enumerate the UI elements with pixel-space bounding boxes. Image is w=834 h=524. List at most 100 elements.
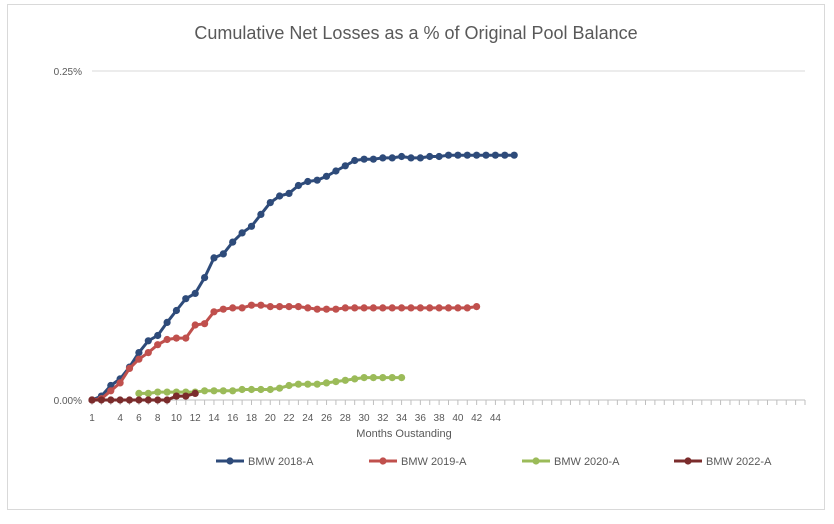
data-point	[163, 396, 171, 404]
data-point	[276, 384, 284, 392]
data-point	[247, 385, 256, 394]
legend-swatch-marker	[684, 457, 692, 465]
data-point	[229, 304, 237, 312]
data-point	[463, 304, 471, 312]
data-point	[107, 396, 115, 404]
x-tick-label: 26	[321, 413, 333, 424]
data-point	[266, 385, 274, 394]
data-point	[182, 334, 190, 342]
series-bmw-2019-a	[88, 301, 481, 404]
x-tick-label: 16	[227, 413, 239, 424]
chart-title: Cumulative Net Losses as a % of Original…	[194, 23, 637, 43]
data-point	[379, 304, 387, 312]
data-point	[191, 389, 199, 397]
data-point	[266, 199, 274, 207]
x-tick-label: 42	[471, 413, 483, 424]
data-point	[369, 304, 377, 312]
data-point	[313, 305, 321, 313]
legend-item: BMW 2018-A	[216, 456, 314, 468]
x-tick-label: 36	[415, 413, 427, 424]
x-tick-label: 34	[396, 413, 408, 424]
data-point	[116, 379, 124, 387]
data-point	[510, 151, 518, 159]
x-tick-label: 6	[136, 413, 142, 424]
data-point	[398, 304, 406, 312]
legend-swatch-marker	[532, 457, 540, 465]
data-point	[473, 151, 481, 159]
data-point	[332, 167, 340, 175]
data-point	[154, 341, 162, 349]
y-tick-label: 0.25%	[54, 67, 82, 78]
data-point	[229, 387, 237, 395]
data-point	[257, 385, 265, 394]
x-tick-label: 4	[117, 413, 123, 424]
data-point	[276, 192, 284, 200]
data-point	[257, 210, 265, 218]
data-point	[135, 349, 143, 357]
data-point	[435, 304, 443, 312]
data-point	[107, 381, 115, 390]
y-axis-ticks: 0.00% 0.25%	[54, 67, 82, 407]
data-point	[97, 396, 105, 404]
data-point	[107, 387, 115, 395]
data-point	[369, 374, 377, 382]
data-point	[163, 388, 171, 396]
data-point	[210, 308, 218, 316]
data-point	[501, 151, 509, 159]
series-bmw-2022-a	[88, 389, 199, 404]
x-tick-label: 18	[246, 413, 258, 424]
data-point	[191, 289, 199, 297]
data-point	[144, 349, 152, 357]
data-point	[135, 355, 143, 363]
data-point	[416, 154, 424, 162]
legend-item: BMW 2019-A	[369, 456, 467, 468]
data-point	[154, 331, 162, 340]
data-point	[172, 392, 180, 400]
data-point	[247, 301, 256, 309]
x-tick-label: 40	[452, 413, 464, 424]
series-bmw-2020-a	[135, 374, 406, 397]
data-point	[135, 389, 143, 397]
data-point	[154, 396, 162, 404]
series-line	[91, 153, 515, 402]
data-point	[322, 379, 331, 387]
x-tick-label: 44	[490, 413, 502, 424]
data-point	[398, 374, 406, 382]
x-axis: 1 4 6 8 10 12 14 16 18 20 22 24 26 28 30 32 34 36 38 40 42 44	[89, 400, 806, 424]
data-point	[247, 222, 256, 230]
data-point	[219, 387, 227, 395]
chart-frame	[7, 4, 825, 510]
legend-item: BMW 2020-A	[522, 456, 620, 468]
data-point	[341, 376, 349, 384]
data-point	[322, 172, 331, 180]
legend-label: BMW 2022-A	[706, 456, 772, 468]
data-point	[125, 364, 134, 372]
data-point	[379, 154, 387, 162]
x-tick-label: 20	[265, 413, 277, 424]
data-point	[388, 374, 396, 382]
x-tick-label: 32	[377, 413, 389, 424]
data-point	[135, 396, 143, 404]
legend-label: BMW 2020-A	[554, 456, 620, 468]
x-tick-label: 1	[89, 413, 95, 424]
data-point	[276, 303, 284, 311]
data-point	[191, 321, 199, 329]
data-point	[454, 304, 462, 312]
data-point	[313, 176, 321, 184]
data-point	[304, 380, 312, 388]
x-axis-title: Months Oustanding	[356, 428, 451, 440]
x-tick-label: 28	[340, 413, 352, 424]
data-point	[491, 151, 499, 159]
series-group	[88, 151, 518, 404]
data-point	[369, 155, 377, 163]
data-point	[294, 380, 302, 388]
data-point	[482, 151, 490, 159]
data-point	[407, 304, 415, 312]
data-point	[332, 305, 340, 313]
data-point	[379, 374, 387, 382]
series-bmw-2018-a	[88, 151, 518, 404]
data-point	[266, 303, 274, 311]
data-point	[229, 238, 237, 246]
x-tick-label: 22	[283, 413, 295, 424]
